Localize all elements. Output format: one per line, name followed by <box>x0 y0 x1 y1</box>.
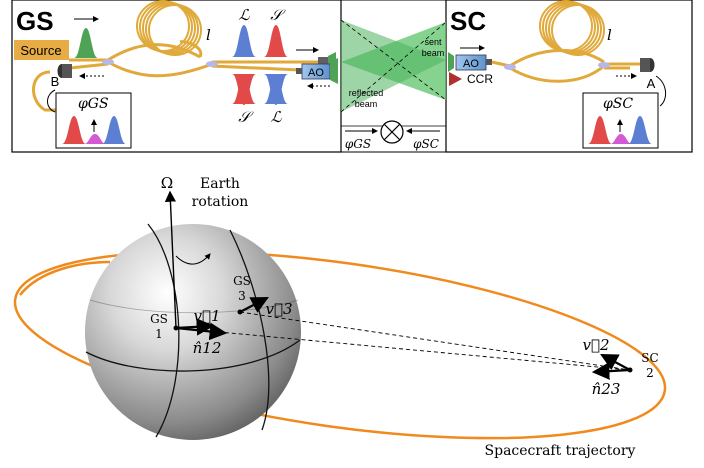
source-box <box>14 40 69 60</box>
sent-beam-label-1: sent <box>424 37 442 47</box>
source-label: Source <box>20 43 61 58</box>
sc2-num: 2 <box>646 366 654 380</box>
n12-label: n̂12 <box>193 339 222 357</box>
v1-label: v⃗1 <box>193 307 220 325</box>
earth-sphere <box>85 224 301 440</box>
gs-title: GS <box>16 6 54 36</box>
gs-coil <box>136 0 202 56</box>
gs-pulse-S-top <box>264 25 288 57</box>
beam-edge-2 <box>340 21 447 113</box>
sc-phase-pulse-blue <box>628 116 652 144</box>
n23-arrow <box>591 362 631 380</box>
gs-detector-cap <box>57 64 62 78</box>
spacecraft-orbit <box>13 250 667 440</box>
ccr-prism <box>449 72 462 86</box>
sc-phase-pulse-magenta <box>610 134 632 144</box>
beam-edge-1 <box>340 19 447 101</box>
omega-label: Ω <box>161 174 173 192</box>
gs-phase-label: φGS <box>78 96 109 112</box>
sc-detector-body <box>640 58 650 72</box>
gs-phase-pulse-magenta <box>84 134 106 144</box>
gs-ao-label: AO <box>308 67 324 79</box>
sc-detector-cap <box>650 58 655 72</box>
earth-equator <box>85 339 301 372</box>
link-gs3-sc2 <box>239 311 631 371</box>
sc-phase-pulse-red <box>588 116 612 144</box>
trajectory-label: Spacecraft trajectory <box>485 443 636 459</box>
gs3-name: GS <box>233 274 251 288</box>
gs-phase-pulse-blue <box>102 116 126 144</box>
earth-rotation-arrow <box>175 253 211 265</box>
earth-rotation-label-2: rotation <box>192 194 249 210</box>
earth-meridian-1 <box>147 223 180 438</box>
sent-beam-label-2: beam <box>422 48 445 58</box>
earth-rotation-label-1: Earth <box>200 176 240 192</box>
gs-coupler-left <box>102 59 114 65</box>
bottom-panel: Ω Earth rotation GS 1 v⃗1 n̂12 GS 3 v⃗3 … <box>13 174 667 459</box>
earth-rotation-axis <box>164 190 177 329</box>
sc-coupler-right <box>598 62 610 68</box>
sc-detector-cable <box>655 75 666 107</box>
gs-pulse-L-bottom-shape <box>264 74 288 104</box>
orbit-front-arc <box>19 260 111 296</box>
reflected-beam-label-2: beam <box>355 99 378 109</box>
sc2-name: SC <box>641 351 658 365</box>
earth-latitude <box>89 299 299 314</box>
gs-detector-cable <box>47 89 56 113</box>
mixer-cross-2 <box>383 123 401 141</box>
reflected-beam-label-1: reflected <box>349 88 384 98</box>
gs-pulse-L-top <box>232 25 256 57</box>
top-panel: GS Source l <box>11 0 693 153</box>
sc-coupler-left <box>504 64 516 70</box>
n23-label: n̂23 <box>592 380 621 398</box>
gs-coil-label: l <box>206 26 211 44</box>
gs3-num: 3 <box>238 289 246 303</box>
sc-coil <box>539 0 605 56</box>
gs-pulse-label-top-0: ℒ <box>239 6 251 24</box>
sc-ao-label: AO <box>463 58 479 70</box>
gs-fibers <box>32 40 330 112</box>
gs-lens-bottom <box>330 58 338 84</box>
v2-arrow <box>600 353 631 371</box>
sc-title: SC <box>450 6 486 36</box>
sc-phase-label: φSC <box>603 96 633 112</box>
gs1-name: GS <box>150 312 168 326</box>
link-phi-gs: φGS <box>345 137 371 151</box>
gs-pulse-label-bottom-1: ℒ <box>271 108 283 126</box>
sc-coil-label: l <box>607 26 612 44</box>
v3-arrow <box>239 296 269 313</box>
gs-collimator-top <box>318 57 328 67</box>
v3-label: v⃗3 <box>265 300 292 318</box>
gs-ao-connector <box>296 68 302 74</box>
sc-ao-connector <box>486 59 492 65</box>
gs-pulse-label-bottom-0: 𝒮 <box>238 108 254 126</box>
earth-meridian-2 <box>229 229 270 431</box>
gs1-num: 1 <box>155 327 163 341</box>
link-gs1-sc2 <box>175 327 631 371</box>
ccr-label: CCR <box>467 72 493 86</box>
sc-detector-label: A <box>647 76 656 91</box>
reflected-beam <box>341 20 446 112</box>
gs-phase-pulse-red <box>62 116 86 144</box>
gs-coupler-right <box>206 61 218 67</box>
v2-label: v⃗2 <box>582 336 609 354</box>
gs-pulse-S-bottom-shape <box>232 74 256 104</box>
link-phi-sc: φSC <box>413 137 439 151</box>
gs-source-pulse <box>74 28 98 58</box>
sc-lens <box>448 52 454 72</box>
gs-pulse-label-top-1: 𝒮 <box>270 6 286 24</box>
gs-detector-body <box>62 64 72 78</box>
gs-detector-label: B <box>51 74 60 89</box>
